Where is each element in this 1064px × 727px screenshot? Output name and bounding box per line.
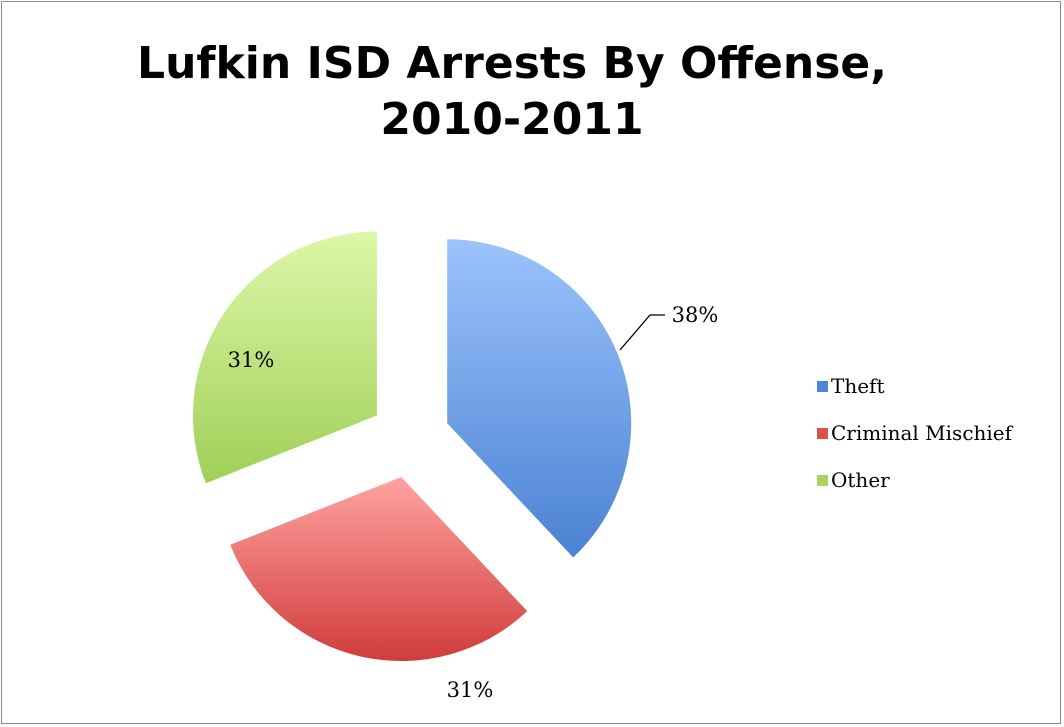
legend-label-other: Other xyxy=(831,468,890,492)
data-label-theft: 38% xyxy=(672,303,719,327)
leader-line-theft xyxy=(619,314,665,351)
legend-swatch-criminal-mischief xyxy=(817,427,828,439)
legend-label-criminal-mischief: Criminal Mischief xyxy=(831,421,1013,445)
pie-slice-other xyxy=(192,231,377,484)
legend-item-criminal-mischief: Criminal Mischief xyxy=(817,421,1012,445)
pie-slice-theft xyxy=(447,239,632,558)
data-label-other: 31% xyxy=(228,348,275,372)
legend-label-theft: Theft xyxy=(831,374,885,398)
legend: Theft Criminal Mischief Other xyxy=(817,374,1012,515)
legend-item-theft: Theft xyxy=(817,374,1012,398)
data-label-criminal-mischief: 31% xyxy=(447,678,494,702)
pie-slice-criminal-mischief xyxy=(230,477,528,662)
legend-swatch-other xyxy=(817,474,828,486)
legend-item-other: Other xyxy=(817,468,1012,492)
legend-swatch-theft xyxy=(817,380,828,392)
chart-title: Lufkin ISD Arrests By Offense, 2010-2011 xyxy=(137,38,887,145)
